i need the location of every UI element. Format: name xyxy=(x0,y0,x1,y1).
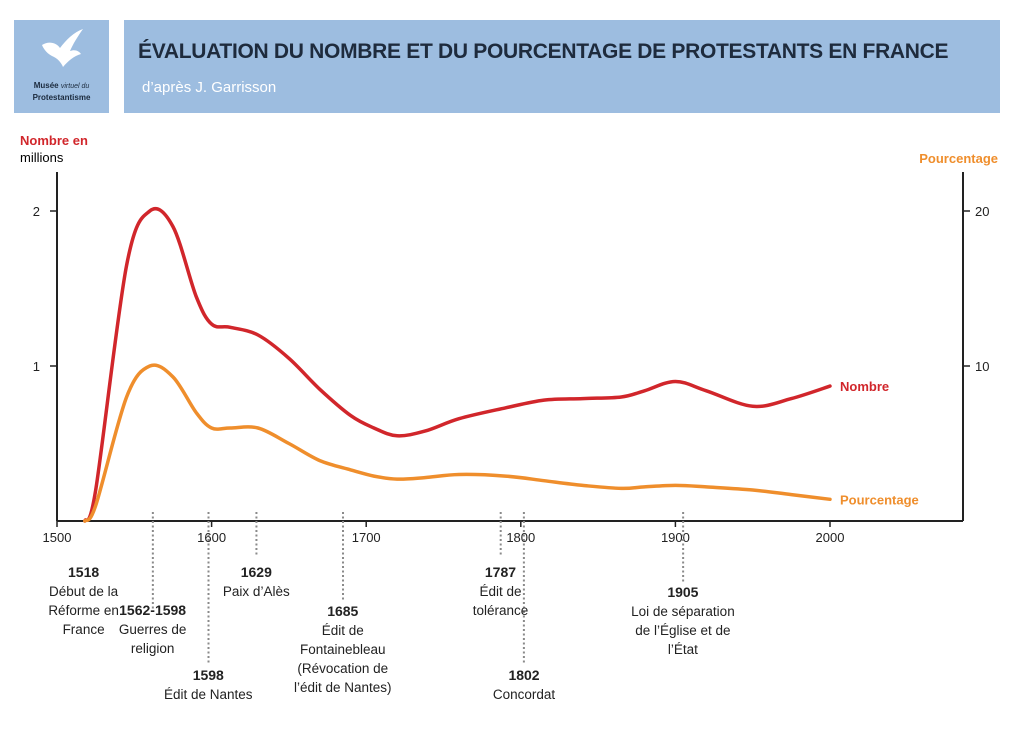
event-annotation: 1629 Paix d’Alès xyxy=(223,563,290,601)
event-year: 1518 xyxy=(68,564,100,580)
event-year: 1905 xyxy=(667,584,699,600)
event-description-line: Édit de Nantes xyxy=(164,687,253,702)
right-y-tick-label: 20 xyxy=(975,204,989,219)
left-y-tick-label: 1 xyxy=(33,359,40,374)
event-year: 1802 xyxy=(508,667,540,683)
event-description-line: France xyxy=(62,622,105,637)
event-year: 1685 xyxy=(327,603,359,619)
event-description-line: Loi de séparation xyxy=(631,604,735,619)
event-description-line: religion xyxy=(130,641,175,656)
logo-text: Musée virtuel du Protestantisme xyxy=(32,81,91,102)
event-annotation: 1905 Loi de séparation de l’Église et de l’… xyxy=(631,583,735,659)
event-description-line: de l’Église et de xyxy=(635,623,731,638)
event-description-line: Paix d’Alès xyxy=(222,584,290,599)
event-description-line: l’État xyxy=(667,642,698,657)
left-y-tick-label: 2 xyxy=(33,204,40,219)
logo: Musée virtuel du Protestantisme xyxy=(14,20,109,113)
series-label-pourcentage: Pourcentage xyxy=(840,492,919,507)
event-year: 1598 xyxy=(192,667,224,683)
event-description-line: Concordat xyxy=(492,687,556,702)
event-annotation: 1787 Édit de tolérance xyxy=(473,563,529,620)
x-tick-label: 1700 xyxy=(352,530,381,545)
header-banner: ÉVALUATION DU NOMBRE ET DU POURCENTAGE D… xyxy=(124,20,1000,113)
page-title: ÉVALUATION DU NOMBRE ET DU POURCENTAGE D… xyxy=(138,40,949,63)
right-axis-title: Pourcentage xyxy=(919,151,998,166)
x-tick-label: 1600 xyxy=(197,530,226,545)
event-description-line: Début de la xyxy=(49,584,119,599)
event-year: 1787 xyxy=(484,564,517,580)
event-description-line: Guerres de xyxy=(118,622,187,637)
right-y-tick-label: 10 xyxy=(975,359,989,374)
event-description-line: Édit de xyxy=(479,584,522,599)
series-line-nombre xyxy=(83,206,832,523)
event-description-line: (Révocation de xyxy=(297,661,389,676)
x-tick-label: 1900 xyxy=(661,530,690,545)
event-description-line: l’édit de Nantes) xyxy=(294,680,392,695)
x-tick-label: 1800 xyxy=(506,530,535,545)
event-description-line: Édit de xyxy=(321,623,364,638)
event-description-line: Réforme en xyxy=(48,603,119,618)
event-annotation: 1802 Concordat xyxy=(493,666,555,704)
event-description-line: Fontainebleau xyxy=(299,642,386,657)
event-year: 1562-1598 xyxy=(119,602,187,618)
event-year: 1629 xyxy=(240,564,272,580)
series-line-pourcentage xyxy=(83,363,832,523)
page-subtitle: d’après J. Garrisson xyxy=(142,79,277,96)
left-axis-title: Nombre en millions xyxy=(20,133,88,165)
series-label-nombre: Nombre xyxy=(840,379,889,394)
event-annotation: 1562-1598 Guerres de religion xyxy=(119,601,187,658)
event-annotation: 1518 Début de la Réforme en France xyxy=(48,563,119,639)
event-annotation: 1598 Édit de Nantes xyxy=(164,666,253,704)
event-description-line: tolérance xyxy=(472,603,529,618)
x-tick-label: 1500 xyxy=(43,530,72,545)
event-annotation: 1685 Édit de Fontainebleau (Révocation de l’… xyxy=(294,602,392,697)
dove-icon xyxy=(42,29,83,67)
x-tick-label: 2000 xyxy=(816,530,845,545)
